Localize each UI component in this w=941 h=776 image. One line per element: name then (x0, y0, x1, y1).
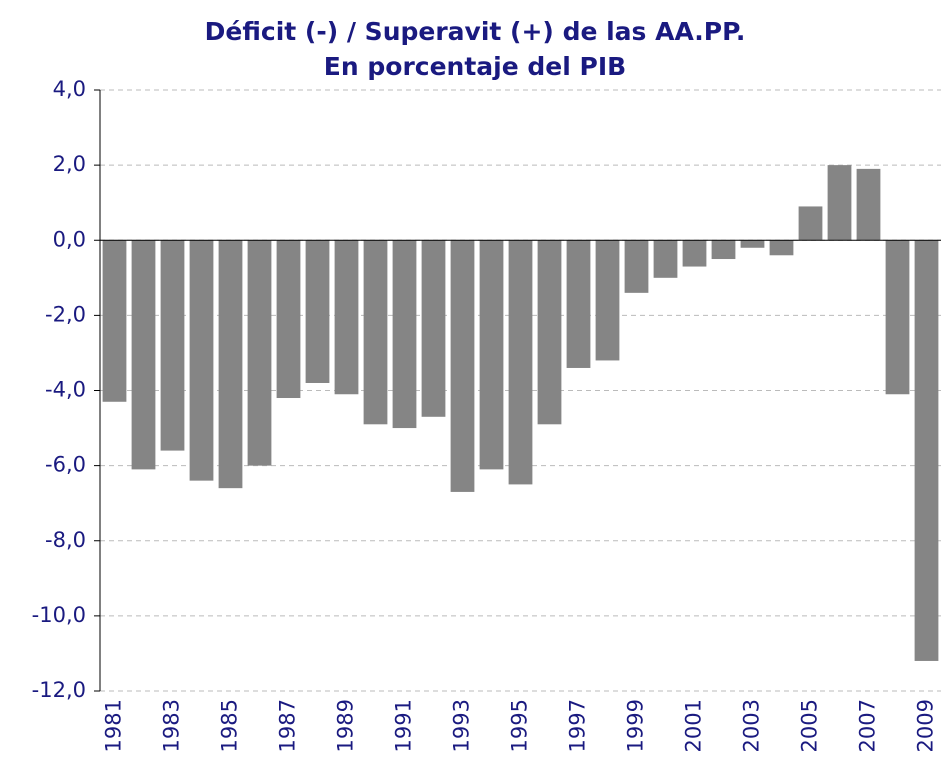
x-tick-label: 1983 (160, 699, 184, 752)
x-tick-label: 2001 (682, 699, 706, 752)
bar (247, 240, 272, 466)
bar (740, 240, 765, 248)
bar (479, 240, 504, 470)
x-tick-label: 1991 (392, 699, 416, 752)
x-tick-label: 2009 (914, 699, 938, 752)
bar (682, 240, 707, 267)
y-tick-label: -8,0 (45, 528, 86, 552)
bar (885, 240, 910, 395)
chart-subtitle: En porcentaje del PIB (324, 52, 626, 81)
bar (914, 240, 939, 661)
x-tick-label: 2005 (798, 699, 822, 752)
y-tick-label: -12,0 (32, 678, 86, 702)
x-tick-label: 1985 (218, 699, 242, 752)
bar (334, 240, 359, 395)
bar (450, 240, 475, 492)
bar (711, 240, 736, 260)
y-tick-label: 2,0 (53, 152, 86, 176)
x-tick-label: 1981 (102, 699, 126, 752)
y-tick-label: -4,0 (45, 378, 86, 402)
bar (653, 240, 678, 278)
bar (305, 240, 330, 383)
x-tick-label: 1989 (334, 699, 358, 752)
bar (856, 168, 881, 241)
x-tick-label: 2003 (740, 699, 764, 752)
bar (798, 206, 823, 241)
bar (769, 240, 794, 256)
bar (218, 240, 243, 489)
y-tick-label: -2,0 (45, 302, 86, 326)
x-tick-label: 1987 (276, 699, 300, 752)
bar (131, 240, 156, 470)
bar (102, 240, 127, 402)
y-tick-label: -10,0 (32, 603, 86, 627)
bar (392, 240, 417, 429)
x-tick-label: 1999 (624, 699, 648, 752)
bar (827, 165, 852, 241)
bar (363, 240, 388, 425)
bar (189, 240, 214, 481)
y-tick-label: 4,0 (53, 77, 86, 101)
bar (566, 240, 591, 368)
bar (160, 240, 185, 451)
x-tick-label: 1995 (508, 699, 532, 752)
y-tick-label: 0,0 (53, 227, 86, 251)
x-tick-label: 1997 (566, 699, 590, 752)
bar (508, 240, 533, 485)
bar (276, 240, 301, 399)
bar (624, 240, 649, 293)
bar (537, 240, 562, 425)
bar (421, 240, 446, 417)
x-tick-label: 1993 (450, 699, 474, 752)
y-tick-label: -6,0 (45, 453, 86, 477)
chart-title: Déficit (-) / Superavit (+) de las AA.PP… (205, 17, 746, 46)
bar (595, 240, 620, 361)
x-tick-label: 2007 (856, 699, 880, 752)
